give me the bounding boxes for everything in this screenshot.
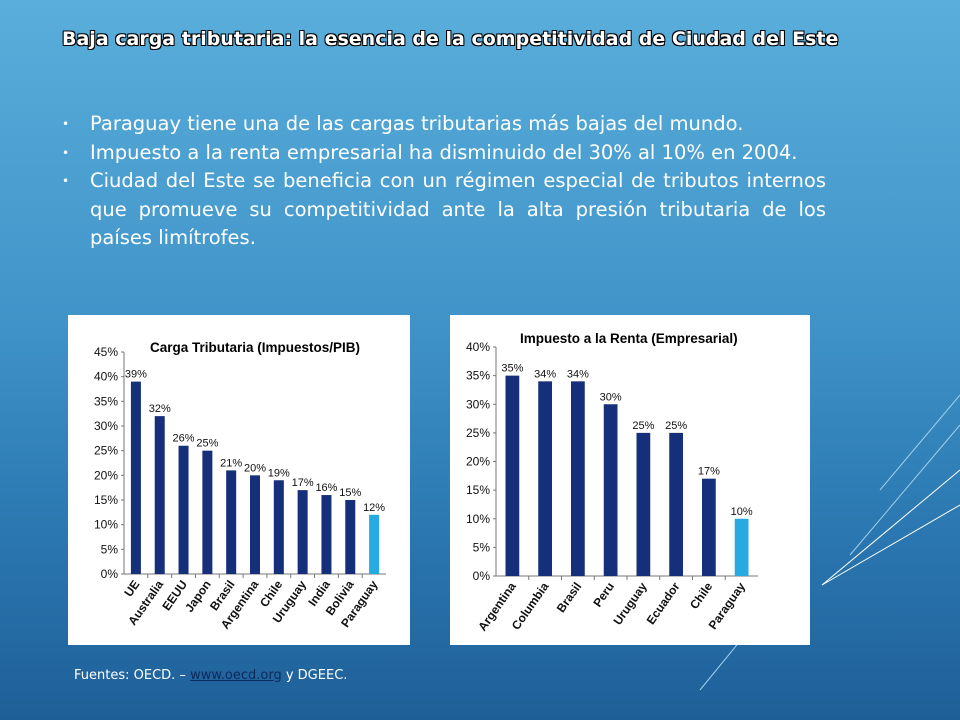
y-tick-label: 10%	[94, 518, 118, 532]
bar	[178, 445, 189, 574]
bar-value-label: 19%	[268, 467, 290, 479]
bar-value-label: 17%	[698, 466, 720, 478]
bar	[226, 470, 237, 574]
bar-value-label: 26%	[173, 433, 195, 445]
bar-value-label: 32%	[149, 403, 171, 415]
x-tick-label: Chile	[687, 579, 715, 611]
bar	[297, 490, 308, 574]
bar-value-label: 25%	[196, 438, 218, 450]
bar-value-label: 25%	[632, 420, 654, 432]
bullet-text: Impuesto a la renta empresarial ha dismi…	[90, 140, 798, 164]
bar-value-label: 39%	[125, 369, 147, 381]
bar	[273, 480, 284, 574]
y-tick-label: 30%	[94, 419, 118, 433]
bar	[734, 518, 749, 576]
chart-title: Carga Tributaria (Impuestos/PIB)	[150, 340, 360, 355]
bar	[701, 478, 716, 576]
bullet-text: Paraguay tiene una de las cargas tributa…	[90, 112, 744, 135]
bar	[570, 381, 585, 576]
slide-title: Baja carga tributaria: la esencia de la …	[62, 28, 839, 50]
bar-value-label: 34%	[534, 368, 556, 380]
sources-footer: Fuentes: OECD. – www.oecd.org y DGEEC.	[74, 668, 347, 683]
y-tick-label: 20%	[466, 455, 490, 469]
bar-value-label: 16%	[315, 482, 337, 494]
bullet-item: • Impuesto a la renta empresarial ha dism…	[62, 139, 826, 168]
bar	[345, 500, 356, 574]
y-tick-label: 20%	[94, 468, 118, 482]
y-tick-label: 5%	[101, 542, 119, 556]
y-tick-label: 15%	[94, 493, 118, 507]
y-tick-label: 25%	[466, 426, 490, 440]
x-tick-label: Brasil	[554, 580, 585, 615]
y-tick-label: 40%	[94, 370, 118, 384]
bar-value-label: 25%	[665, 420, 687, 432]
bar-value-label: 35%	[501, 363, 523, 375]
tax-burden-chart: Carga Tributaria (Impuestos/PIB) 0% 5% 10% 1…	[68, 315, 410, 645]
bar	[603, 404, 618, 576]
y-tick-label: 40%	[466, 340, 490, 354]
bullet-dot-icon: •	[62, 174, 70, 188]
bar-value-label: 21%	[220, 457, 242, 469]
y-tick-label: 0%	[101, 567, 119, 581]
bar-value-label: 17%	[292, 477, 314, 489]
bullet-dot-icon: •	[62, 117, 70, 131]
bullet-item: • Ciudad del Este se beneficia con un rég…	[62, 167, 826, 253]
x-tick-label: Ecuador	[644, 579, 683, 627]
bullet-dot-icon: •	[62, 145, 70, 160]
bar	[202, 450, 213, 574]
bar-value-label: 10%	[731, 506, 753, 518]
tax-burden-chart-svg: Carga Tributaria (Impuestos/PIB) 0% 5% 10% 1…	[94, 340, 386, 632]
footer-prefix: Fuentes: OECD. –	[74, 668, 191, 683]
y-tick-label: 10%	[466, 512, 490, 526]
x-tick-label: UE	[121, 578, 142, 600]
income-tax-chart-svg: Impuesto a la Renta (Empresarial) 0% 5% 10%…	[466, 331, 758, 634]
bar	[369, 514, 380, 574]
bar-value-label: 34%	[567, 368, 589, 380]
bar	[154, 416, 165, 574]
bullet-text: Ciudad del Este se beneficia con un régi…	[90, 169, 826, 249]
bar-value-label: 20%	[244, 462, 266, 474]
y-tick-label: 5%	[473, 540, 491, 554]
y-tick-label: 30%	[466, 397, 490, 411]
y-tick-label: 0%	[473, 569, 491, 583]
bar-value-label: 12%	[363, 502, 385, 514]
bar	[669, 432, 684, 576]
bar	[538, 381, 553, 576]
y-tick-label: 15%	[466, 483, 490, 497]
bullet-item: • Paraguay tiene una de las cargas tribut…	[62, 110, 826, 139]
bullet-list: • Paraguay tiene una de las cargas tribut…	[62, 110, 826, 253]
footer-suffix: y DGEEC.	[281, 668, 348, 683]
chart-title: Impuesto a la Renta (Empresarial)	[520, 331, 738, 346]
y-tick-label: 25%	[94, 444, 118, 458]
bar-value-label: 30%	[600, 391, 622, 403]
income-tax-chart: Impuesto a la Renta (Empresarial) 0% 5% 10%…	[450, 315, 810, 645]
bar	[321, 495, 332, 574]
bar	[505, 375, 520, 576]
y-tick-label: 35%	[94, 394, 118, 408]
bar	[249, 475, 261, 574]
bar-value-label: 15%	[339, 487, 361, 499]
bar	[130, 381, 141, 574]
y-tick-label: 45%	[94, 345, 118, 359]
x-tick-label: Japon	[182, 578, 214, 615]
x-tick-label: Peru	[590, 580, 617, 610]
bar	[636, 432, 651, 576]
oecd-link[interactable]: www.oecd.org	[190, 668, 282, 683]
y-tick-label: 35%	[466, 369, 490, 383]
